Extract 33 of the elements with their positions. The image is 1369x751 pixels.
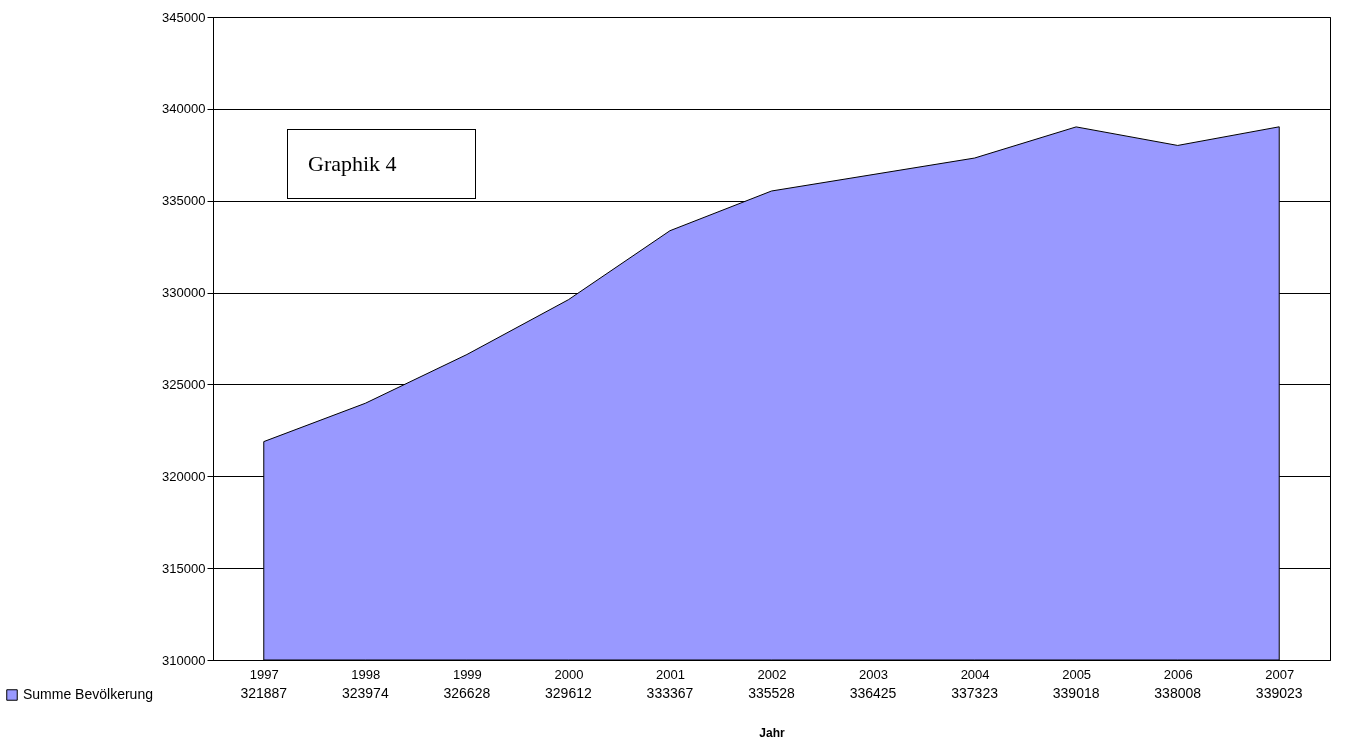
x-tick-label: 2006 bbox=[1163, 666, 1193, 682]
x-axis-title: Jahr bbox=[759, 725, 785, 740]
data-label: 339018 bbox=[1052, 685, 1100, 701]
text-box: Graphik 4 bbox=[287, 129, 476, 199]
x-tick-label: 1999 bbox=[452, 666, 482, 682]
data-label: 321887 bbox=[240, 685, 288, 701]
data-label: 333367 bbox=[646, 685, 694, 701]
x-tick-label: 2005 bbox=[1062, 666, 1092, 682]
y-tick-label: 315000 bbox=[162, 560, 206, 576]
data-label: 323974 bbox=[341, 685, 389, 701]
x-tick-label: 1998 bbox=[351, 666, 381, 682]
data-label: 339023 bbox=[1255, 685, 1303, 701]
data-label: 329612 bbox=[545, 685, 592, 701]
data-label: 335528 bbox=[748, 685, 796, 701]
x-tick-label: 2003 bbox=[859, 666, 889, 682]
y-tick-label: 310000 bbox=[162, 652, 206, 668]
data-label: 338008 bbox=[1154, 685, 1202, 701]
legend-label: Summe Bevölkerung bbox=[23, 686, 153, 702]
y-tick-label: 340000 bbox=[162, 101, 206, 117]
x-tick-label: 1997 bbox=[249, 666, 279, 682]
data-label: 326628 bbox=[443, 685, 491, 701]
data-label: 337323 bbox=[951, 685, 999, 701]
x-tick-label: 2000 bbox=[554, 666, 584, 682]
x-tick-label: 2007 bbox=[1265, 666, 1295, 682]
y-tick-label: 335000 bbox=[162, 193, 206, 209]
x-tick-label: 2002 bbox=[757, 666, 787, 682]
y-tick-label: 330000 bbox=[162, 285, 206, 301]
y-tick-label: 345000 bbox=[162, 9, 206, 25]
y-tick-label: 325000 bbox=[162, 376, 206, 392]
x-tick-label: 2001 bbox=[655, 666, 685, 682]
data-label: 336425 bbox=[849, 685, 897, 701]
x-tick-label: 2004 bbox=[960, 666, 990, 682]
y-tick-label: 320000 bbox=[162, 468, 206, 484]
